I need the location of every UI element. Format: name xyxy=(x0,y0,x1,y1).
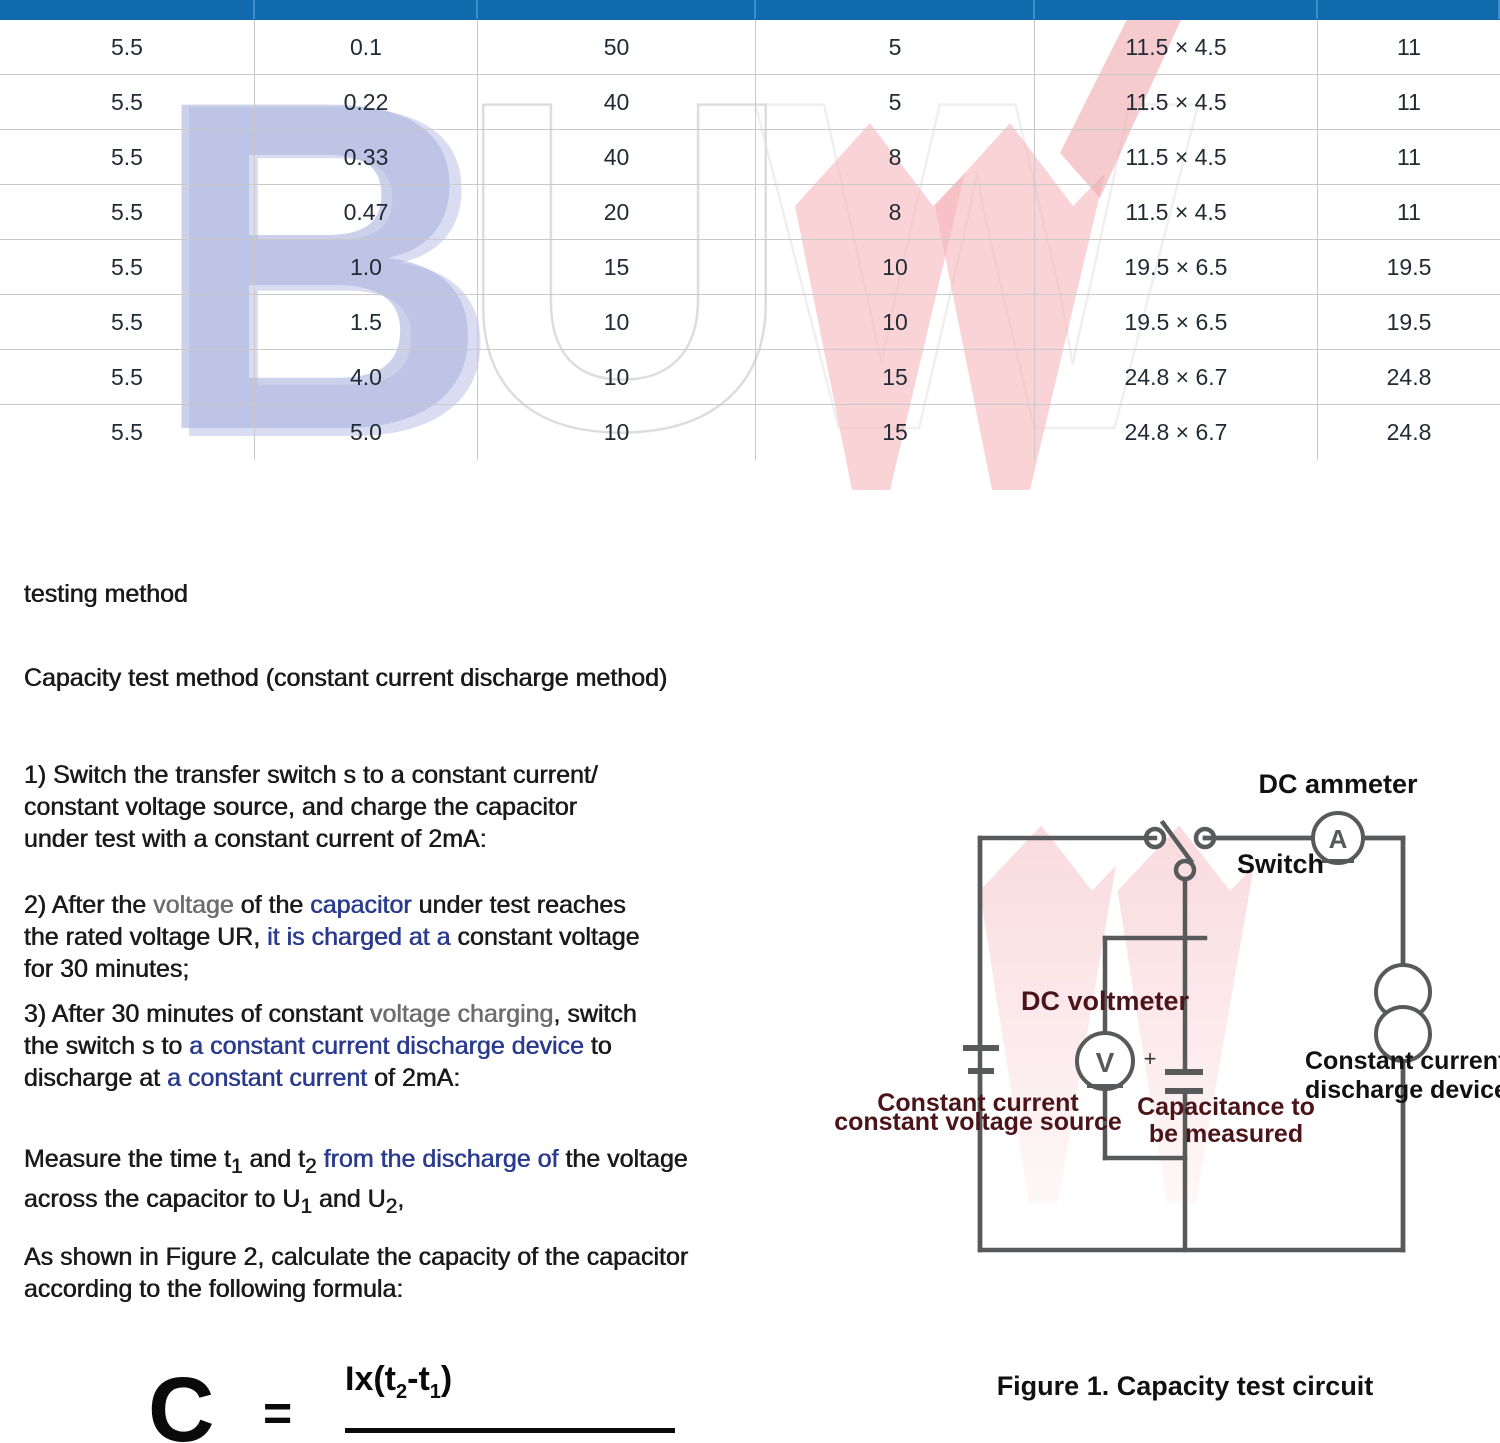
svg-text:Constant current: Constant current xyxy=(1305,1047,1500,1075)
svg-text:Figure 1. Capacity test circui: Figure 1. Capacity test circuit xyxy=(997,1371,1374,1401)
svg-text:+: + xyxy=(1144,1046,1157,1071)
svg-text:constant voltage source: constant voltage source xyxy=(834,1108,1122,1136)
svg-text:be measured: be measured xyxy=(1149,1120,1303,1148)
svg-text:DC ammeter: DC ammeter xyxy=(1258,769,1418,799)
svg-text:discharge device: discharge device xyxy=(1305,1076,1500,1104)
svg-text:Capacitance to: Capacitance to xyxy=(1137,1093,1315,1121)
svg-text:A: A xyxy=(1329,824,1348,854)
svg-text:DC voltmeter: DC voltmeter xyxy=(1021,986,1190,1016)
svg-text:Switch: Switch xyxy=(1237,849,1324,879)
svg-text:V: V xyxy=(1096,1047,1115,1078)
